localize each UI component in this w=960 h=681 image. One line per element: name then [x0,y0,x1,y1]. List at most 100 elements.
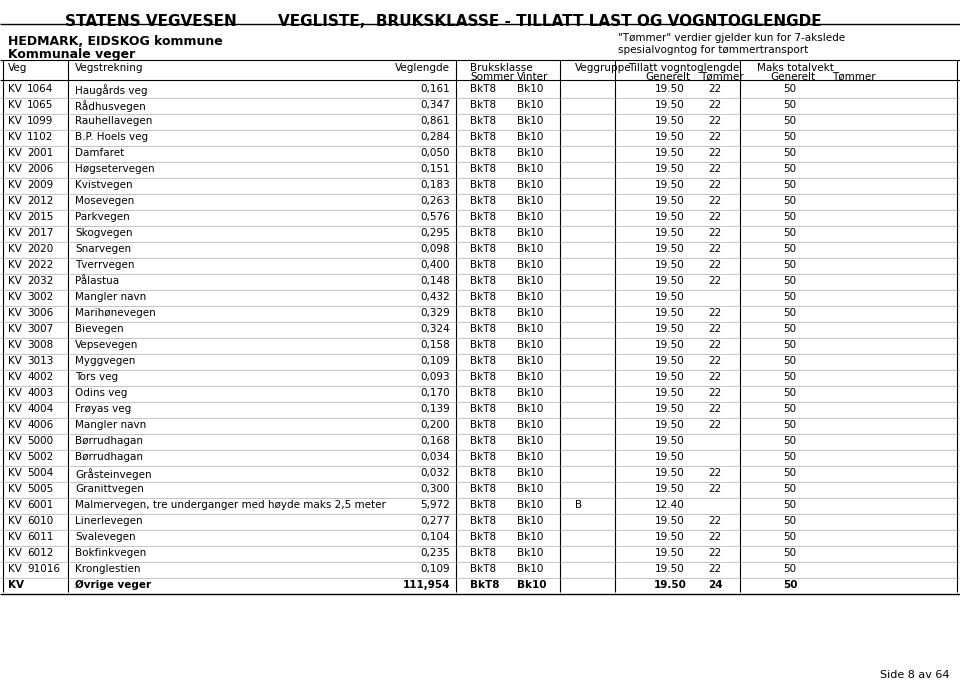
Text: 0,295: 0,295 [420,228,450,238]
Text: KV: KV [8,100,22,110]
Text: 5005: 5005 [27,484,53,494]
Text: 50: 50 [783,132,797,142]
Text: KV: KV [8,420,22,430]
Text: KV: KV [8,244,22,254]
Text: 3013: 3013 [27,356,54,366]
Text: 19.50: 19.50 [655,292,684,302]
Text: 0,139: 0,139 [420,404,450,414]
Text: BkT8: BkT8 [470,100,496,110]
Text: 12.40: 12.40 [655,500,684,510]
Text: 0,148: 0,148 [420,276,450,286]
Text: KV: KV [8,196,22,206]
Text: 3002: 3002 [27,292,53,302]
Text: KV: KV [8,308,22,318]
Text: 0,151: 0,151 [420,164,450,174]
Text: 5002: 5002 [27,452,53,462]
Text: 0,158: 0,158 [420,340,450,350]
Text: BkT8: BkT8 [470,276,496,286]
Text: 19.50: 19.50 [655,132,684,142]
Text: 111,954: 111,954 [402,580,450,590]
Text: Bk10: Bk10 [517,292,543,302]
Text: 5,972: 5,972 [420,500,450,510]
Text: 22: 22 [708,244,722,254]
Text: 19.50: 19.50 [655,452,684,462]
Text: 22: 22 [708,324,722,334]
Text: 6011: 6011 [27,532,54,542]
Text: BkT8: BkT8 [470,516,496,526]
Text: 22: 22 [708,100,722,110]
Text: 19.50: 19.50 [655,532,684,542]
Text: Rådhusvegen: Rådhusvegen [75,100,146,112]
Text: KV: KV [8,116,22,126]
Text: 0,034: 0,034 [420,452,450,462]
Text: 22: 22 [708,308,722,318]
Text: BkT8: BkT8 [470,388,496,398]
Text: Tors veg: Tors veg [75,372,118,382]
Text: Bk10: Bk10 [517,388,543,398]
Text: 19.50: 19.50 [655,516,684,526]
Text: BkT8: BkT8 [470,212,496,222]
Text: 1065: 1065 [27,100,54,110]
Text: 22: 22 [708,196,722,206]
Text: Bk10: Bk10 [517,516,543,526]
Text: 0,284: 0,284 [420,132,450,142]
Text: 1102: 1102 [27,132,54,142]
Text: Malmervegen, tre underganger med høyde maks 2,5 meter: Malmervegen, tre underganger med høyde m… [75,500,386,510]
Text: Bk10: Bk10 [517,436,543,446]
Text: 0,161: 0,161 [420,84,450,94]
Text: Pålastua: Pålastua [75,276,119,286]
Text: BkT8: BkT8 [470,532,496,542]
Text: 19.50: 19.50 [655,484,684,494]
Text: Skogvegen: Skogvegen [75,228,132,238]
Text: Bk10: Bk10 [517,84,543,94]
Text: BkT8: BkT8 [470,260,496,270]
Text: 19.50: 19.50 [655,228,684,238]
Text: 50: 50 [783,356,797,366]
Text: BkT8: BkT8 [470,436,496,446]
Text: 22: 22 [708,532,722,542]
Text: 22: 22 [708,228,722,238]
Text: 19.50: 19.50 [655,564,684,574]
Text: 19.50: 19.50 [655,372,684,382]
Text: "Tømmer" verdier gjelder kun for 7-akslede
spesialvogntog for tømmertransport: "Tømmer" verdier gjelder kun for 7-aksle… [618,33,845,54]
Text: 50: 50 [783,340,797,350]
Text: KV: KV [8,468,22,478]
Text: 22: 22 [708,164,722,174]
Text: Børrudhagan: Børrudhagan [75,436,143,446]
Text: Tverrvegen: Tverrvegen [75,260,134,270]
Text: Odins veg: Odins veg [75,388,128,398]
Text: 19.50: 19.50 [655,164,684,174]
Text: Bk10: Bk10 [517,212,543,222]
Text: Generelt: Generelt [770,72,815,82]
Text: 50: 50 [783,116,797,126]
Text: 50: 50 [783,84,797,94]
Text: 19.50: 19.50 [655,84,684,94]
Text: 3008: 3008 [27,340,53,350]
Text: 0,098: 0,098 [420,244,450,254]
Text: 19.50: 19.50 [655,388,684,398]
Text: KV: KV [8,452,22,462]
Text: 22: 22 [708,340,722,350]
Text: BkT8: BkT8 [470,196,496,206]
Text: 50: 50 [783,468,797,478]
Text: 22: 22 [708,116,722,126]
Text: 19.50: 19.50 [654,580,686,590]
Text: BkT8: BkT8 [470,420,496,430]
Text: 5004: 5004 [27,468,53,478]
Text: KV: KV [8,436,22,446]
Text: 50: 50 [783,516,797,526]
Text: Bokfinkvegen: Bokfinkvegen [75,548,146,558]
Text: Granittvegen: Granittvegen [75,484,144,494]
Text: 50: 50 [783,420,797,430]
Text: Øvrige veger: Øvrige veger [75,580,151,590]
Text: 22: 22 [708,260,722,270]
Text: 1099: 1099 [27,116,54,126]
Text: 50: 50 [783,244,797,254]
Text: Bk10: Bk10 [517,484,543,494]
Text: Mosevegen: Mosevegen [75,196,134,206]
Text: Rauhellavegen: Rauhellavegen [75,116,153,126]
Text: Bk10: Bk10 [517,356,543,366]
Text: 22: 22 [708,276,722,286]
Text: 19.50: 19.50 [655,180,684,190]
Text: Bk10: Bk10 [517,468,543,478]
